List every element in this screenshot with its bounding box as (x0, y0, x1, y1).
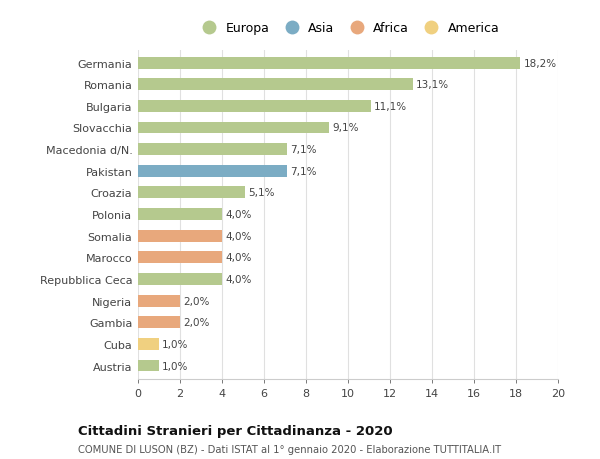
Text: 1,0%: 1,0% (162, 339, 188, 349)
Text: 4,0%: 4,0% (225, 210, 251, 219)
Text: 7,1%: 7,1% (290, 167, 317, 176)
Text: 2,0%: 2,0% (183, 318, 209, 328)
Text: 4,0%: 4,0% (225, 253, 251, 263)
Text: Cittadini Stranieri per Cittadinanza - 2020: Cittadini Stranieri per Cittadinanza - 2… (78, 425, 392, 437)
Text: 2,0%: 2,0% (183, 296, 209, 306)
Bar (138, 144, 287, 156)
Bar (138, 79, 413, 91)
Bar (138, 295, 180, 307)
Text: COMUNE DI LUSON (BZ) - Dati ISTAT al 1° gennaio 2020 - Elaborazione TUTTITALIA.I: COMUNE DI LUSON (BZ) - Dati ISTAT al 1° … (78, 444, 501, 454)
Bar (138, 360, 159, 372)
Bar (138, 57, 520, 69)
Legend: Europa, Asia, Africa, America: Europa, Asia, Africa, America (191, 17, 505, 40)
Text: 18,2%: 18,2% (523, 58, 556, 68)
Bar (138, 187, 245, 199)
Text: 4,0%: 4,0% (225, 274, 251, 284)
Bar (138, 165, 287, 177)
Bar (138, 252, 222, 264)
Bar (138, 230, 222, 242)
Text: 13,1%: 13,1% (416, 80, 449, 90)
Text: 4,0%: 4,0% (225, 231, 251, 241)
Bar (138, 338, 159, 350)
Bar (138, 274, 222, 285)
Text: 9,1%: 9,1% (332, 123, 359, 133)
Bar (138, 209, 222, 220)
Bar (138, 317, 180, 329)
Text: 11,1%: 11,1% (374, 101, 407, 112)
Text: 1,0%: 1,0% (162, 361, 188, 371)
Bar (138, 101, 371, 112)
Text: 7,1%: 7,1% (290, 145, 317, 155)
Bar (138, 122, 329, 134)
Text: 5,1%: 5,1% (248, 188, 275, 198)
